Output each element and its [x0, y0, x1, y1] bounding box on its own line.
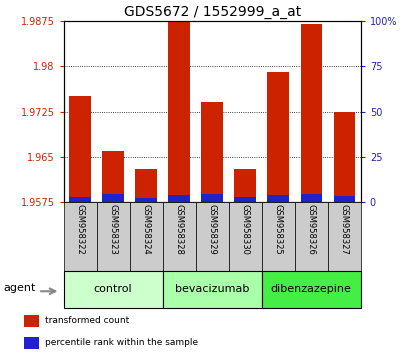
Bar: [201, 194, 222, 202]
Bar: [102, 150, 124, 202]
Text: bevacizumab: bevacizumab: [175, 284, 249, 295]
Bar: [102, 194, 124, 202]
Bar: [135, 169, 157, 202]
Title: GDS5672 / 1552999_a_at: GDS5672 / 1552999_a_at: [123, 5, 300, 19]
Bar: [24, 337, 39, 349]
Bar: [300, 24, 321, 202]
Bar: [267, 195, 288, 202]
Bar: [168, 195, 189, 202]
Text: agent: agent: [3, 282, 36, 292]
Bar: [201, 102, 222, 202]
Text: GSM958327: GSM958327: [339, 204, 348, 255]
Bar: [234, 197, 255, 202]
Text: dibenzazepine: dibenzazepine: [270, 284, 351, 295]
Text: GSM958330: GSM958330: [240, 204, 249, 255]
Bar: [162, 271, 261, 308]
Bar: [168, 21, 189, 202]
Bar: [63, 202, 97, 271]
Bar: [234, 169, 255, 202]
Bar: [294, 202, 327, 271]
Bar: [162, 202, 195, 271]
Bar: [300, 194, 321, 202]
Text: GSM958324: GSM958324: [141, 204, 150, 255]
Bar: [69, 197, 90, 202]
Text: percentile rank within the sample: percentile rank within the sample: [45, 338, 197, 348]
Bar: [261, 202, 294, 271]
Text: GSM958326: GSM958326: [306, 204, 315, 255]
Text: control: control: [94, 284, 132, 295]
Text: GSM958328: GSM958328: [174, 204, 183, 255]
Bar: [267, 72, 288, 202]
Bar: [228, 202, 261, 271]
Text: GSM958322: GSM958322: [75, 204, 84, 255]
Bar: [135, 198, 157, 202]
Bar: [69, 96, 90, 202]
Bar: [24, 315, 39, 327]
Text: GSM958325: GSM958325: [273, 204, 282, 255]
Text: transformed count: transformed count: [45, 316, 128, 325]
Bar: [333, 196, 354, 202]
Text: GSM958329: GSM958329: [207, 204, 216, 255]
Bar: [327, 202, 360, 271]
Bar: [333, 112, 354, 202]
Bar: [97, 202, 129, 271]
Bar: [261, 271, 360, 308]
Bar: [63, 271, 162, 308]
Text: GSM958323: GSM958323: [108, 204, 117, 255]
Bar: [195, 202, 228, 271]
Bar: [129, 202, 162, 271]
